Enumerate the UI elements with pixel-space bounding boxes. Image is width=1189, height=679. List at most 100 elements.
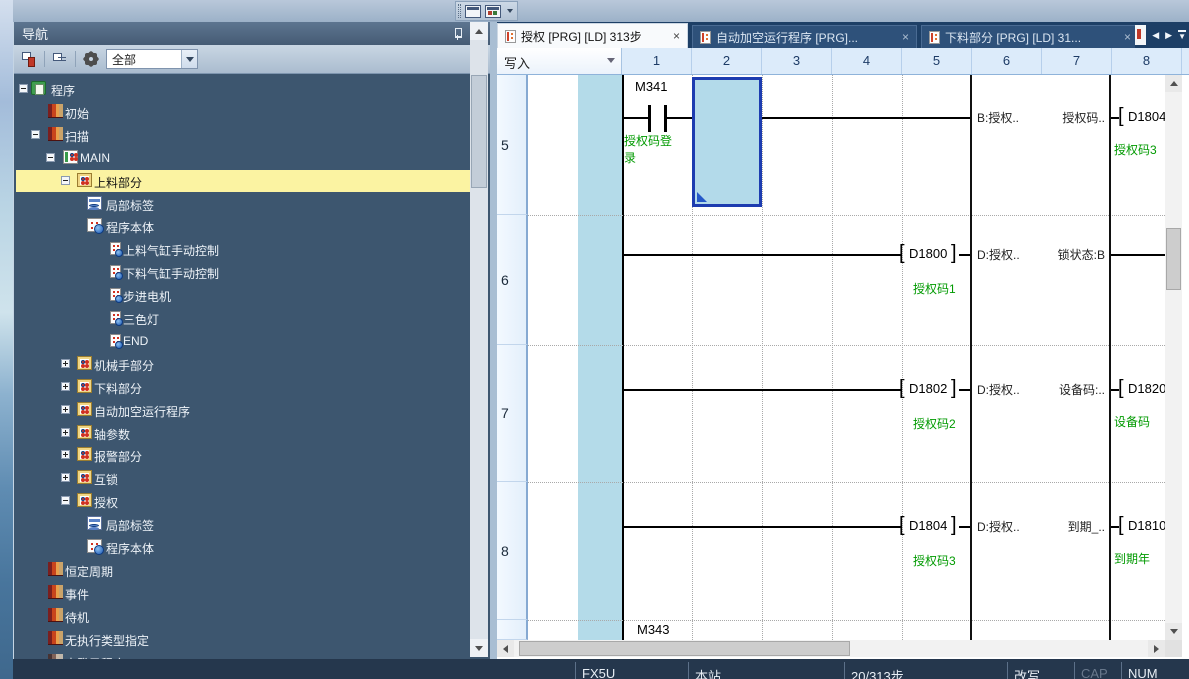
- tree-item[interactable]: 待机: [16, 605, 471, 627]
- document-tab[interactable]: 自动加空运行程序 [PRG]... ×: [692, 25, 917, 48]
- expand-plus-icon[interactable]: [61, 404, 70, 414]
- expand-plus-icon[interactable]: [61, 381, 70, 391]
- toolbar-overflow-icon[interactable]: [507, 9, 513, 13]
- tree-display-module-button[interactable]: [19, 49, 39, 69]
- partial-tab[interactable]: [1135, 25, 1147, 45]
- scroll-left-button[interactable]: [497, 640, 514, 657]
- tree-item[interactable]: 下料部分: [16, 376, 471, 398]
- ladder-horizontal-scrollbar[interactable]: [497, 640, 1165, 657]
- settings-button[interactable]: [81, 49, 101, 69]
- tab-list-menu-icon[interactable]: ▼: [1178, 29, 1186, 41]
- wire: [623, 254, 901, 256]
- tree-item[interactable]: 下料气缸手动控制: [16, 261, 471, 283]
- tab-close-icon[interactable]: ×: [1123, 30, 1131, 44]
- column-header: 4: [832, 48, 902, 74]
- tree-item[interactable]: 授权: [16, 490, 471, 512]
- collapse-minus-icon[interactable]: [31, 129, 40, 139]
- collapse-minus-icon[interactable]: [46, 152, 55, 162]
- tab-close-icon[interactable]: ×: [672, 29, 680, 43]
- monitor-window-icon[interactable]: [485, 4, 501, 18]
- tree-item[interactable]: 三色灯: [16, 307, 471, 329]
- row-number-cell[interactable]: [497, 620, 528, 640]
- navigation-scrollbar[interactable]: [470, 22, 488, 657]
- row-number: 6: [501, 271, 509, 288]
- tree-item[interactable]: 未登录程序: [16, 651, 471, 659]
- row-number-cell[interactable]: 5: [497, 75, 528, 215]
- tree-item[interactable]: 步进电机: [16, 284, 471, 306]
- scroll-down-button[interactable]: [470, 639, 488, 657]
- tree-item[interactable]: 程序本体: [16, 536, 471, 558]
- scrollbar-thumb[interactable]: [1166, 228, 1181, 290]
- document-tab[interactable]: 授权 [PRG] [LD] 313步 ×: [497, 23, 688, 48]
- tree-item[interactable]: 初始: [16, 101, 471, 123]
- scroll-down-button[interactable]: [1165, 623, 1182, 640]
- navigation-toolbar: 全部: [14, 45, 490, 74]
- scroll-right-button[interactable]: [1148, 640, 1165, 657]
- part-icon: [77, 470, 92, 485]
- tree-item-label: 上料气缸手动控制: [123, 244, 220, 259]
- tree-item-label: 程序本体: [106, 221, 155, 236]
- device-comment: 授权码2: [913, 417, 956, 431]
- collapse-minus-icon[interactable]: [19, 84, 28, 93]
- tree-item[interactable]: 局部标签: [16, 193, 471, 215]
- dropdown-arrow-icon[interactable]: [181, 50, 197, 68]
- scroll-up-button[interactable]: [1165, 75, 1182, 92]
- tree-item[interactable]: 自动加空运行程序: [16, 399, 471, 421]
- tbl-icon: [87, 195, 102, 210]
- contact-symbol[interactable]: [664, 105, 667, 132]
- tree-filter-dropdown[interactable]: 全部: [106, 49, 198, 69]
- block-output-label: 到期_..: [1067, 520, 1105, 534]
- selected-cell[interactable]: [692, 77, 762, 207]
- tree-module-icon: [22, 52, 36, 67]
- tree-item[interactable]: 程序本体: [16, 215, 471, 237]
- collapse-minus-icon[interactable]: [61, 496, 70, 506]
- tab-scroll-left-icon[interactable]: ◀: [1152, 29, 1160, 40]
- tree-item[interactable]: 上料气缸手动控制: [16, 238, 471, 260]
- edit-mode-dropdown[interactable]: 写入: [497, 48, 622, 74]
- tree-item[interactable]: MAIN: [16, 147, 471, 169]
- ladder-grid[interactable]: 5 6 7 8 M341 授权码登录 B:授权.. 授权码.. [D1804 授权码3 [D1800…: [497, 75, 1165, 640]
- row-number-cell[interactable]: 8: [497, 482, 528, 620]
- tree-item[interactable]: 扫描: [16, 124, 471, 146]
- document-tab[interactable]: 下料部分 [PRG] [LD] 31... ×: [921, 25, 1139, 48]
- tree-item[interactable]: 轴参数: [16, 422, 471, 444]
- page-icon: [110, 242, 123, 258]
- tree-item[interactable]: 程序: [16, 78, 471, 100]
- document-tab-bar: 授权 [PRG] [LD] 313步 × 自动加空运行程序 [PRG]... × 下料部…: [497, 22, 1189, 48]
- wire: [1111, 117, 1119, 119]
- scroll-up-button[interactable]: [470, 22, 488, 40]
- tree-item[interactable]: 互锁: [16, 467, 471, 489]
- tree-item[interactable]: 局部标签: [16, 513, 471, 535]
- row-number-cell[interactable]: 7: [497, 345, 528, 482]
- tree-item[interactable]: 事件: [16, 582, 471, 604]
- toolbar-grip[interactable]: [458, 4, 461, 18]
- tree-item[interactable]: 上料部分: [16, 169, 471, 192]
- grid-line: [692, 75, 693, 640]
- edit-mode-value: 写入: [504, 56, 531, 71]
- scrollbar-thumb[interactable]: [519, 641, 850, 656]
- expand-plus-icon[interactable]: [61, 473, 70, 483]
- tree-display-all-button[interactable]: [50, 49, 70, 69]
- tree-item[interactable]: 无执行类型指定: [16, 628, 471, 650]
- pin-icon[interactable]: [453, 27, 463, 40]
- tab-scroll-right-icon[interactable]: ▶: [1165, 29, 1173, 40]
- ladder-vertical-scrollbar[interactable]: [1165, 75, 1182, 640]
- grid-line: [528, 620, 1165, 621]
- expand-plus-icon[interactable]: [61, 358, 70, 368]
- watch-window-icon[interactable]: [465, 4, 481, 18]
- expand-plus-icon[interactable]: [61, 427, 70, 437]
- scrollbar-thumb[interactable]: [471, 75, 487, 188]
- tree-item-label: 局部标签: [106, 198, 155, 213]
- row-number-cell[interactable]: 6: [497, 215, 528, 345]
- collapse-minus-icon[interactable]: [61, 175, 70, 185]
- tab-close-icon[interactable]: ×: [901, 30, 909, 44]
- expand-plus-icon[interactable]: [61, 450, 70, 460]
- column-header: 5: [902, 48, 972, 74]
- tree-item[interactable]: 恒定周期: [16, 559, 471, 581]
- ladder-program-icon: [929, 30, 940, 44]
- tree-item[interactable]: END: [16, 330, 471, 352]
- contact-symbol[interactable]: [648, 105, 651, 132]
- panel-splitter[interactable]: [490, 22, 497, 659]
- tree-item[interactable]: 报警部分: [16, 444, 471, 466]
- tree-item[interactable]: 机械手部分: [16, 353, 471, 375]
